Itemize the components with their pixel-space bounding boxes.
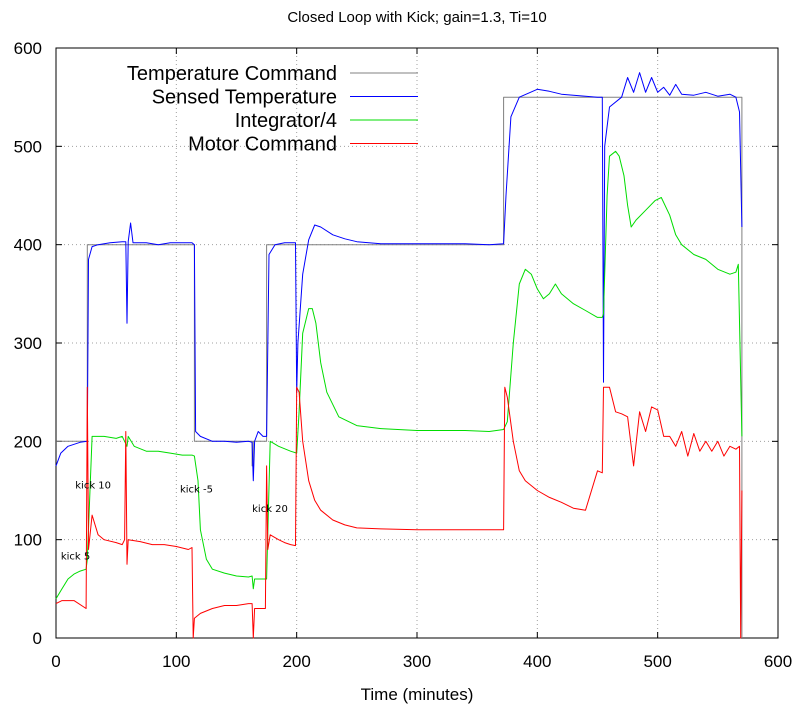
y-tick-label: 600 bbox=[14, 39, 42, 58]
annotations: kick 5 kick 10 kick -5 kick 20 bbox=[61, 481, 288, 563]
x-tick-label: 0 bbox=[51, 652, 60, 671]
x-axis-label: Time (minutes) bbox=[361, 685, 474, 704]
x-tick-label: 400 bbox=[523, 652, 551, 671]
x-tick-label: 600 bbox=[764, 652, 792, 671]
y-tick-label: 100 bbox=[14, 531, 42, 550]
annotation-label: kick -5 bbox=[180, 484, 213, 495]
y-tick-label: 500 bbox=[14, 137, 42, 156]
y-tick-label: 200 bbox=[14, 432, 42, 451]
annotation-label: kick 5 bbox=[61, 551, 90, 562]
y-tick-label: 400 bbox=[14, 236, 42, 255]
y-tick-label: 300 bbox=[14, 334, 42, 353]
series-line-sensed-temperature bbox=[55, 72, 743, 482]
legend-label-temperature-command: Temperature Command bbox=[127, 63, 337, 85]
y-tick-label: 0 bbox=[33, 629, 42, 648]
annotation-label: kick 10 bbox=[75, 481, 111, 492]
axis-ticks: 0 100 200 300 400 500 600 0 100 200 300 400 500 600 bbox=[14, 39, 793, 671]
annotation-label: kick 20 bbox=[252, 504, 288, 515]
grid bbox=[56, 48, 778, 638]
series-line-integrator-4 bbox=[55, 150, 743, 599]
legend-label-integrator-4: Integrator/4 bbox=[235, 110, 337, 132]
series-line-temperature-command bbox=[56, 96, 743, 638]
chart-title: Closed Loop with Kick; gain=1.3, Ti=10 bbox=[287, 9, 546, 26]
series-line-motor-command bbox=[55, 386, 743, 639]
x-tick-label: 100 bbox=[162, 652, 190, 671]
series-layer bbox=[55, 72, 743, 639]
legend-label-sensed-temperature: Sensed Temperature bbox=[152, 87, 337, 109]
x-tick-label: 500 bbox=[643, 652, 671, 671]
x-tick-label: 200 bbox=[282, 652, 310, 671]
x-tick-label: 300 bbox=[403, 652, 431, 671]
legend-label-motor-command: Motor Command bbox=[188, 134, 337, 156]
